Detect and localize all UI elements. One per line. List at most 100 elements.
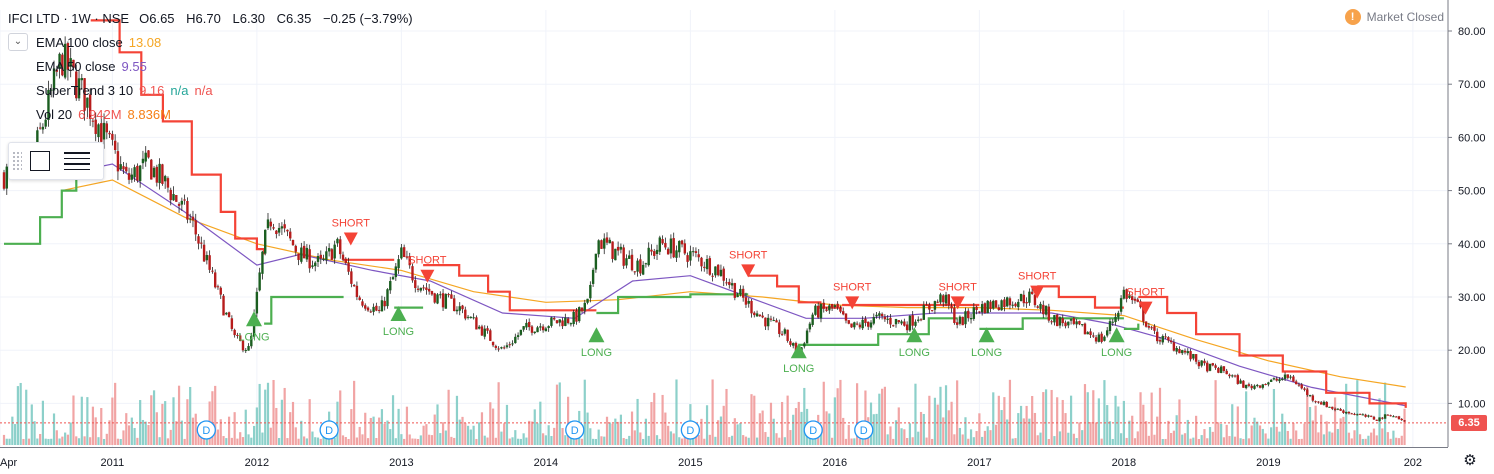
volume-bar bbox=[1245, 391, 1248, 445]
volume-bar bbox=[1089, 422, 1092, 445]
volume-bar bbox=[572, 434, 575, 445]
volume-bar bbox=[714, 436, 717, 445]
candle-body bbox=[1319, 402, 1323, 405]
dividend-icon[interactable] bbox=[803, 420, 823, 440]
volume-bar bbox=[1208, 427, 1212, 445]
volume-bar bbox=[800, 411, 803, 445]
candle-body bbox=[917, 319, 920, 321]
candle-body bbox=[1164, 336, 1167, 338]
candle-body bbox=[1383, 414, 1387, 419]
candle-body bbox=[66, 43, 70, 70]
candle-body bbox=[172, 194, 175, 201]
dividend-icon[interactable] bbox=[196, 420, 216, 440]
candle-body bbox=[1000, 300, 1003, 311]
candle-body bbox=[930, 310, 934, 312]
candle-body bbox=[697, 254, 700, 258]
indicator-row[interactable]: EMA 50 close 9.55 bbox=[8, 54, 421, 78]
candle-body bbox=[1078, 321, 1081, 325]
supertrend-line bbox=[1037, 285, 1124, 309]
candle-body bbox=[1267, 382, 1270, 385]
dividend-icon[interactable] bbox=[854, 420, 874, 440]
volume-bar bbox=[533, 409, 536, 445]
gear-icon[interactable]: ⚙ bbox=[1463, 452, 1477, 469]
volume-bar bbox=[458, 419, 461, 445]
volume-bar bbox=[1242, 438, 1245, 445]
candle-body bbox=[113, 140, 117, 151]
volume-bar bbox=[836, 388, 839, 445]
indicator-row[interactable]: SuperTrend 3 10 9.16 n/a n/a bbox=[8, 78, 421, 102]
indicator-row[interactable]: ⌄ EMA 100 close 13.08 bbox=[8, 30, 421, 54]
volume-bar bbox=[833, 397, 836, 445]
rectangle-tool-icon[interactable] bbox=[30, 151, 50, 171]
candle-body bbox=[1017, 301, 1020, 308]
candle-body bbox=[869, 322, 873, 328]
candle-body bbox=[833, 305, 837, 307]
last-price-tag: 6.35 bbox=[1451, 415, 1487, 431]
candle-body bbox=[992, 300, 995, 309]
candle-body bbox=[892, 325, 895, 327]
candle-body bbox=[614, 248, 617, 261]
candle-body bbox=[855, 323, 859, 325]
candle-body bbox=[1036, 306, 1039, 308]
chevron-down-icon[interactable]: ⌄ bbox=[8, 33, 28, 51]
candle-body bbox=[1055, 314, 1059, 327]
candle-body bbox=[1300, 384, 1303, 389]
candle-body bbox=[1069, 319, 1073, 321]
volume-bar bbox=[261, 432, 264, 445]
dividend-icon[interactable] bbox=[319, 420, 339, 440]
candle-body bbox=[933, 301, 937, 310]
candle-body bbox=[372, 306, 375, 312]
volume-bar bbox=[622, 438, 625, 445]
volume-bar bbox=[1031, 396, 1034, 445]
candle-body bbox=[1228, 374, 1231, 377]
volume-bar bbox=[1353, 430, 1356, 445]
dividend-icon[interactable] bbox=[680, 420, 701, 440]
volume-bar bbox=[1086, 392, 1089, 445]
volume-bar bbox=[755, 437, 759, 445]
time-tick-label: 202 bbox=[1404, 457, 1422, 469]
volume-bar bbox=[908, 423, 912, 445]
candle-body bbox=[1150, 327, 1153, 329]
candle-body bbox=[678, 241, 681, 253]
volume-bar bbox=[678, 437, 681, 445]
volume-bar bbox=[383, 423, 386, 445]
volume-bar bbox=[1342, 416, 1345, 445]
candle-body bbox=[1175, 347, 1178, 352]
candle-body bbox=[605, 237, 609, 243]
candle-body bbox=[308, 249, 311, 269]
volume-bar bbox=[1003, 397, 1006, 445]
candle-body bbox=[1264, 384, 1267, 386]
volume-bar bbox=[50, 438, 53, 445]
market-status[interactable]: ! Market Closed bbox=[1344, 9, 1444, 25]
dividend-icon[interactable] bbox=[565, 420, 585, 440]
volume-bar bbox=[1197, 438, 1201, 445]
candle-body bbox=[227, 312, 231, 318]
long-signal-label: LONG bbox=[581, 347, 612, 359]
symbol-title[interactable]: IFCI LTD · 1W · NSE bbox=[8, 10, 130, 26]
candle-body bbox=[928, 304, 931, 310]
volume-bar bbox=[86, 397, 89, 445]
lines-tool-icon[interactable] bbox=[64, 152, 90, 170]
candle-body bbox=[969, 318, 973, 320]
candle-body bbox=[980, 304, 984, 313]
candle-body bbox=[953, 307, 956, 323]
time-tick-label: 2013 bbox=[389, 457, 413, 469]
volume-bar bbox=[472, 425, 475, 445]
candle-body bbox=[539, 326, 542, 328]
candle-body bbox=[967, 310, 970, 319]
volume-bar bbox=[461, 416, 464, 445]
supertrend-line bbox=[264, 295, 344, 325]
candle-body bbox=[1106, 330, 1109, 336]
indicator-row[interactable]: Vol 20 6.942M 8.836M bbox=[8, 102, 421, 126]
volume-bar bbox=[1220, 423, 1223, 445]
drawing-toolbar[interactable] bbox=[8, 142, 104, 180]
drag-handle-icon[interactable] bbox=[12, 151, 22, 171]
volume-bar bbox=[933, 397, 937, 445]
candle-body bbox=[197, 236, 200, 244]
volume-bar bbox=[358, 426, 361, 445]
candle-body bbox=[880, 313, 884, 317]
short-signal-icon bbox=[845, 296, 860, 310]
volume-bar bbox=[1278, 431, 1281, 445]
candle-body bbox=[775, 320, 778, 323]
